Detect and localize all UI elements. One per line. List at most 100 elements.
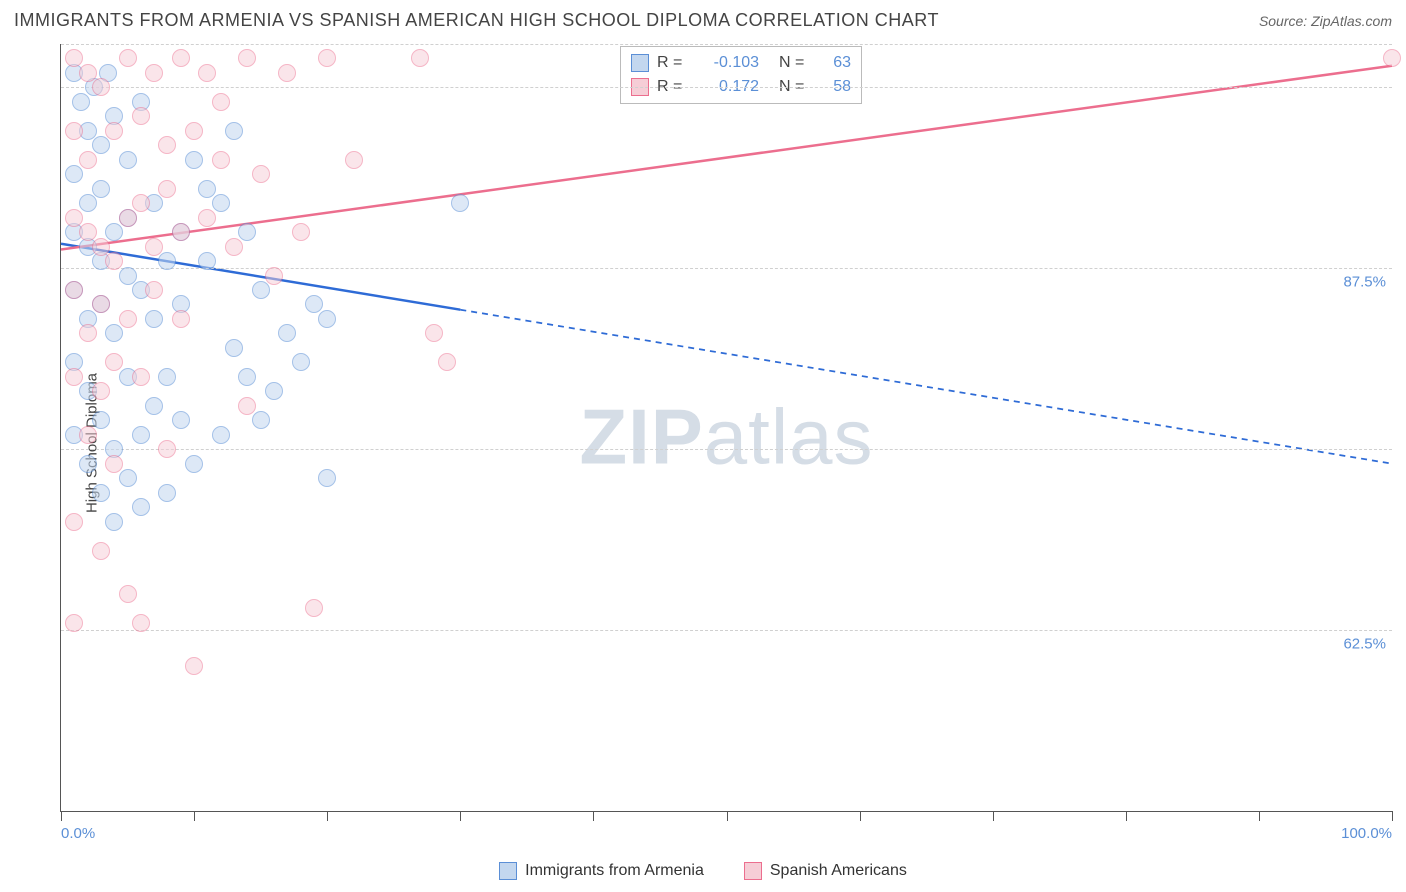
chart-source: Source: ZipAtlas.com: [1259, 13, 1392, 29]
data-point: [92, 295, 110, 313]
x-tick: [860, 811, 861, 821]
data-point: [1383, 49, 1401, 67]
data-point: [305, 295, 323, 313]
gridline: [61, 87, 1392, 88]
legend-label: Spanish Americans: [770, 862, 907, 880]
data-point: [119, 585, 137, 603]
data-point: [79, 194, 97, 212]
data-point: [132, 426, 150, 444]
data-point: [132, 194, 150, 212]
data-point: [105, 455, 123, 473]
legend-swatch: [744, 862, 762, 880]
data-point: [65, 49, 83, 67]
data-point: [79, 455, 97, 473]
data-point: [79, 223, 97, 241]
legend-item: Immigrants from Armenia: [499, 862, 704, 880]
data-point: [79, 426, 97, 444]
data-point: [119, 151, 137, 169]
data-point: [185, 455, 203, 473]
data-point: [318, 469, 336, 487]
x-tick: [727, 811, 728, 821]
data-point: [65, 281, 83, 299]
x-tick-label: 0.0%: [61, 825, 95, 842]
data-point: [225, 122, 243, 140]
data-point: [105, 513, 123, 531]
x-tick: [61, 811, 62, 821]
data-point: [198, 209, 216, 227]
data-point: [278, 64, 296, 82]
data-point: [92, 180, 110, 198]
x-tick: [1126, 811, 1127, 821]
data-point: [92, 136, 110, 154]
legend-swatch: [631, 54, 649, 72]
data-point: [105, 223, 123, 241]
data-point: [119, 469, 137, 487]
chart-area: High School Diploma ZIPatlas R =-0.103N …: [14, 44, 1392, 842]
data-point: [158, 136, 176, 154]
data-point: [198, 64, 216, 82]
data-point: [158, 440, 176, 458]
data-point: [119, 267, 137, 285]
data-point: [451, 194, 469, 212]
data-point: [145, 238, 163, 256]
data-point: [212, 93, 230, 111]
data-point: [185, 151, 203, 169]
x-tick: [593, 811, 594, 821]
data-point: [225, 238, 243, 256]
data-point: [238, 368, 256, 386]
data-point: [79, 64, 97, 82]
data-point: [225, 339, 243, 357]
x-tick: [194, 811, 195, 821]
legend-n-label: N =: [779, 54, 813, 72]
gridline: [61, 449, 1392, 450]
data-point: [132, 614, 150, 632]
data-point: [65, 614, 83, 632]
data-point: [345, 151, 363, 169]
data-point: [92, 78, 110, 96]
data-point: [119, 310, 137, 328]
series-legend: Immigrants from Armenia Spanish Americans: [0, 862, 1406, 880]
watermark-bold: ZIP: [579, 392, 703, 480]
y-tick-label: 62.5%: [1343, 636, 1386, 653]
y-tick-label: 87.5%: [1343, 274, 1386, 291]
legend-r-value: -0.103: [699, 54, 759, 72]
data-point: [252, 411, 270, 429]
data-point: [119, 209, 137, 227]
data-point: [145, 397, 163, 415]
data-point: [65, 165, 83, 183]
data-point: [65, 122, 83, 140]
chart-header: IMMIGRANTS FROM ARMENIA VS SPANISH AMERI…: [0, 0, 1406, 37]
data-point: [145, 281, 163, 299]
data-point: [105, 122, 123, 140]
data-point: [172, 411, 190, 429]
data-point: [132, 498, 150, 516]
data-point: [132, 368, 150, 386]
gridline: [61, 268, 1392, 269]
data-point: [92, 484, 110, 502]
data-point: [79, 324, 97, 342]
x-tick: [327, 811, 328, 821]
gridline: [61, 44, 1392, 45]
data-point: [185, 657, 203, 675]
gridline: [61, 630, 1392, 631]
x-tick: [993, 811, 994, 821]
data-point: [65, 513, 83, 531]
data-point: [198, 180, 216, 198]
data-point: [185, 122, 203, 140]
data-point: [92, 411, 110, 429]
data-point: [132, 107, 150, 125]
x-tick: [460, 811, 461, 821]
x-tick: [1392, 811, 1393, 821]
legend-label: Immigrants from Armenia: [525, 862, 704, 880]
data-point: [305, 599, 323, 617]
data-point: [92, 382, 110, 400]
data-point: [158, 484, 176, 502]
plot-region: ZIPatlas R =-0.103N =63R =0.172N =58 62.…: [60, 44, 1392, 812]
data-point: [119, 49, 137, 67]
data-point: [425, 324, 443, 342]
data-point: [292, 223, 310, 241]
data-point: [438, 353, 456, 371]
data-point: [92, 238, 110, 256]
legend-item: Spanish Americans: [744, 862, 907, 880]
legend-r-label: R =: [657, 54, 691, 72]
